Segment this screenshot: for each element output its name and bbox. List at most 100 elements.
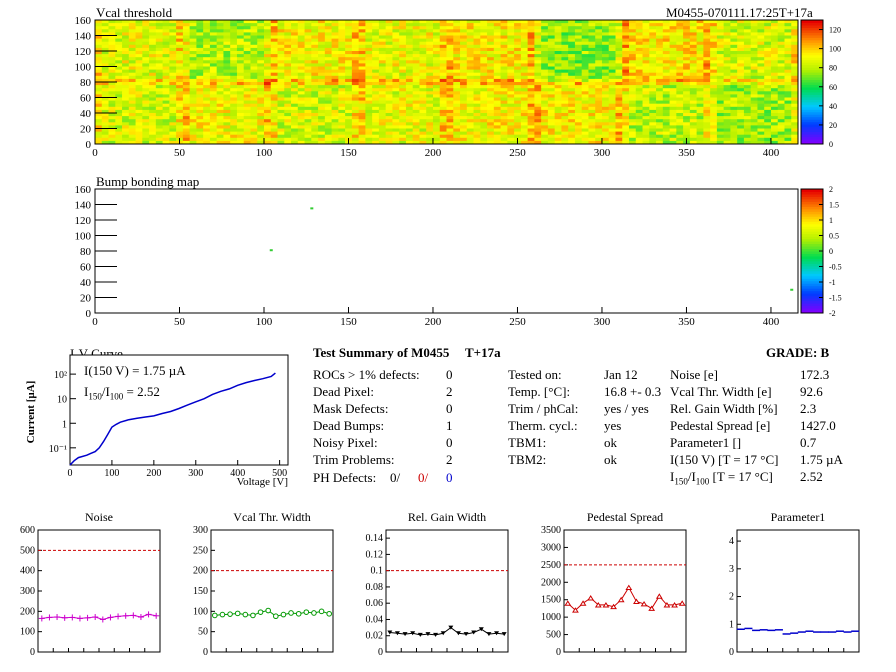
heatmap-cell — [662, 134, 670, 139]
heatmap-cell — [399, 116, 407, 120]
heatmap-cell — [439, 122, 447, 126]
heatmap-cell — [784, 134, 792, 139]
heatmap-cell — [257, 85, 265, 89]
heatmap-cell — [527, 103, 535, 108]
heatmap-cell — [737, 100, 745, 105]
heatmap-cell — [365, 78, 373, 83]
y-tick-label: 140 — [75, 200, 92, 212]
y-tick-label: 10² — [54, 370, 67, 381]
heatmap-cell — [676, 113, 684, 117]
heatmap-cell — [277, 47, 285, 52]
heatmap-cell — [155, 113, 163, 117]
heatmap-cell — [534, 29, 542, 33]
heatmap-cell — [568, 116, 576, 120]
heatmap-cell — [304, 97, 312, 101]
x-tick-label: 300 — [594, 316, 611, 328]
heatmap-cell — [216, 44, 224, 49]
heatmap-cell — [696, 128, 704, 132]
heatmap-cell — [216, 72, 224, 77]
colorbar-segment — [801, 54, 823, 58]
heatmap-cell — [716, 57, 725, 61]
summary-row-value: yes — [604, 418, 622, 433]
heatmap-cell — [514, 29, 522, 33]
heatmap-cell — [534, 47, 542, 52]
heatmap-cell — [750, 41, 758, 46]
heatmap-cell — [446, 140, 454, 145]
heatmap-cell — [568, 41, 576, 46]
heatmap-cell — [757, 20, 765, 24]
heatmap-cell — [324, 29, 332, 33]
heatmap-cell — [324, 60, 332, 64]
heatmap-cell — [149, 29, 157, 33]
heatmap-cell — [581, 88, 589, 92]
heatmap-cell — [622, 94, 630, 98]
heatmap-cell — [291, 82, 299, 86]
heatmap-cell — [223, 41, 231, 46]
heatmap-cell — [270, 94, 278, 98]
heatmap-cell — [243, 128, 251, 132]
heatmap-cell — [581, 23, 589, 27]
heatmap-cell — [365, 125, 373, 129]
colorbar-frame — [800, 19, 824, 145]
heatmap-cell — [595, 63, 603, 67]
heatmap-cell — [601, 122, 610, 126]
heatmap-cell — [223, 91, 231, 95]
heatmap-cell — [554, 137, 562, 142]
heatmap-cell — [723, 137, 731, 142]
colorbar-label: 2 — [829, 185, 833, 194]
heatmap-cell — [324, 26, 332, 30]
heatmap-cell — [203, 137, 211, 142]
heatmap-cell — [419, 57, 427, 61]
heatmap-cell — [203, 97, 211, 101]
heatmap-cell — [710, 134, 718, 139]
heatmap-cell — [101, 47, 109, 52]
heatmap-cell — [338, 57, 346, 61]
y-tick-label: 100 — [75, 62, 92, 74]
heatmap-cell — [142, 38, 150, 43]
heatmap-cell — [770, 35, 779, 39]
heatmap-cell — [784, 116, 792, 120]
colorbar-segment — [801, 136, 823, 140]
heatmap-cell — [595, 103, 603, 108]
heatmap-cell — [750, 32, 758, 36]
heatmap-cell — [507, 35, 515, 39]
heatmap-cell — [169, 122, 177, 126]
heatmap-cell — [716, 97, 725, 101]
heatmap-cell — [149, 57, 157, 61]
heatmap-cell — [372, 82, 380, 86]
data-point — [478, 627, 484, 632]
heatmap-cell — [426, 44, 434, 49]
heatmap-cell — [338, 23, 346, 27]
heatmap-cell — [629, 23, 637, 27]
heatmap-cell — [770, 131, 779, 136]
heatmap-cell — [716, 140, 725, 145]
heatmap-cell — [703, 94, 711, 98]
heatmap-cell — [757, 63, 765, 67]
heatmap-cell — [338, 29, 346, 33]
heatmap-cell — [291, 88, 299, 92]
heatmap-cell — [662, 57, 670, 61]
heatmap-cell — [676, 137, 684, 142]
heatmap-cell — [703, 119, 711, 123]
heatmap-cell — [236, 54, 245, 58]
heatmap-cell — [696, 57, 704, 61]
heatmap-cell — [635, 109, 643, 114]
heatmap-cell — [236, 26, 245, 30]
heatmap-cell — [669, 57, 677, 61]
y-tick-label: 3500 — [541, 525, 561, 536]
heatmap-cell — [432, 140, 441, 145]
heatmap-cell — [297, 29, 305, 33]
heatmap-cell — [297, 97, 305, 101]
heatmap-cell — [608, 128, 616, 132]
heatmap-cell — [345, 51, 353, 55]
colorbar-segment — [801, 268, 823, 272]
heatmap-cell — [189, 72, 197, 77]
heatmap-cell — [385, 119, 393, 123]
heatmap-cell — [135, 97, 143, 101]
y-tick-label: 100 — [20, 627, 35, 638]
heatmap-cell — [453, 75, 461, 80]
heatmap-cell — [473, 88, 481, 92]
heatmap-cell — [149, 35, 157, 39]
heatmap-cell — [547, 78, 556, 83]
heatmap-cell — [351, 32, 360, 36]
